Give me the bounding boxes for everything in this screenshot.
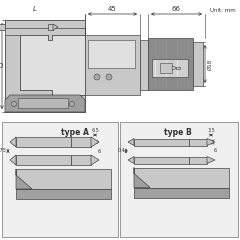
- Text: 0.4: 0.4: [117, 149, 125, 154]
- Polygon shape: [5, 95, 85, 112]
- Circle shape: [70, 102, 74, 107]
- Polygon shape: [207, 138, 215, 145]
- Bar: [16, 189, 111, 199]
- Bar: [88, 40, 135, 68]
- Bar: [48, 24, 53, 30]
- Polygon shape: [16, 169, 32, 189]
- Bar: [5, 20, 85, 28]
- Circle shape: [12, 102, 17, 107]
- Polygon shape: [5, 20, 85, 112]
- Polygon shape: [134, 168, 150, 187]
- Polygon shape: [53, 24, 58, 30]
- Bar: [189, 138, 207, 145]
- Bar: [16, 137, 71, 147]
- Circle shape: [94, 74, 100, 80]
- Text: 6: 6: [98, 149, 101, 154]
- Bar: [134, 156, 189, 163]
- Bar: [148, 38, 193, 90]
- Polygon shape: [91, 155, 99, 165]
- Text: Ø18: Ø18: [208, 58, 213, 70]
- Text: type B: type B: [164, 128, 192, 137]
- Bar: [140, 40, 148, 90]
- Bar: [16, 169, 111, 189]
- Bar: [18, 98, 68, 108]
- Polygon shape: [10, 155, 16, 165]
- Text: type A: type A: [61, 128, 89, 137]
- Text: 3.5: 3.5: [207, 128, 215, 133]
- Text: 66: 66: [172, 6, 180, 12]
- Text: 45: 45: [108, 6, 116, 12]
- Bar: [0, 24, 5, 30]
- Polygon shape: [20, 35, 85, 95]
- Bar: [85, 35, 140, 95]
- Bar: [193, 42, 203, 86]
- Bar: [160, 63, 172, 73]
- Polygon shape: [207, 156, 215, 163]
- Bar: [16, 155, 71, 165]
- Bar: [134, 138, 189, 145]
- Polygon shape: [5, 35, 85, 112]
- Bar: [71, 155, 91, 165]
- Circle shape: [106, 74, 112, 80]
- Bar: [134, 187, 229, 198]
- Bar: [2, 122, 118, 237]
- Bar: [134, 168, 229, 187]
- Polygon shape: [10, 137, 16, 147]
- Bar: [152, 59, 188, 77]
- Text: L: L: [33, 6, 37, 12]
- Bar: [176, 67, 180, 69]
- Bar: [189, 156, 207, 163]
- Text: 0.75: 0.75: [0, 149, 7, 154]
- Polygon shape: [128, 156, 134, 163]
- Text: Unit: mm: Unit: mm: [210, 8, 236, 13]
- Text: 6: 6: [214, 148, 217, 152]
- Bar: [71, 137, 91, 147]
- Polygon shape: [172, 66, 176, 70]
- Text: 6.5: 6.5: [91, 128, 99, 133]
- Text: D: D: [0, 63, 3, 69]
- Polygon shape: [128, 138, 134, 145]
- Polygon shape: [91, 137, 99, 147]
- Bar: [120, 122, 238, 237]
